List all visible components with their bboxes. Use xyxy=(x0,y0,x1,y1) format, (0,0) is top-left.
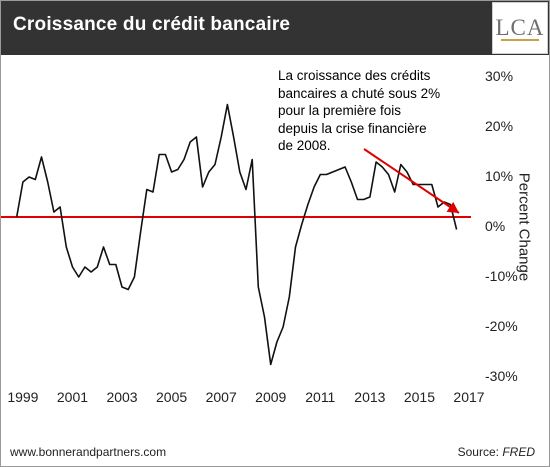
header-bar: Croissance du crédit bancaire LCA xyxy=(1,1,549,55)
chart-title: Croissance du crédit bancaire xyxy=(13,14,291,35)
chart-annotation: La croissance des crédits bancaires a ch… xyxy=(278,67,478,155)
annotation-arrowhead xyxy=(446,201,459,213)
annotation-line: pour la première fois xyxy=(278,103,402,118)
x-tick-label: 2011 xyxy=(305,389,336,405)
y-tick-label: 10% xyxy=(485,168,514,184)
x-tick-label: 2003 xyxy=(106,389,138,405)
source-name: FRED xyxy=(502,445,535,459)
y-tick-label: -20% xyxy=(485,318,518,334)
logo-text: LCA xyxy=(495,15,545,40)
y-tick-label: -30% xyxy=(485,368,518,384)
y-tick-label: 30% xyxy=(485,68,514,84)
x-tick-label: 2013 xyxy=(354,389,386,405)
brand-logo: LCA xyxy=(492,2,548,54)
y-tick-label: 20% xyxy=(485,118,514,134)
logo-underline xyxy=(501,39,539,41)
y-tick-label: -10% xyxy=(485,268,518,284)
source-label: Source: xyxy=(457,445,503,459)
series-line-0 xyxy=(15,103,458,366)
x-tick-label: 2015 xyxy=(403,389,435,405)
x-tick-label: 1999 xyxy=(7,389,39,405)
site-url[interactable]: www.bonnerandpartners.com xyxy=(10,445,167,459)
annotation-line: de 2008. xyxy=(278,138,331,153)
source-credit: Source: FRED xyxy=(458,445,535,459)
annotation-line: La croissance des crédits xyxy=(278,68,431,83)
x-tick-label: 2001 xyxy=(56,389,89,405)
annotation-arrow xyxy=(363,148,460,214)
y-axis-label: Percent Change xyxy=(515,172,533,282)
x-tick-label: 2009 xyxy=(255,389,287,405)
x-tick-label: 2017 xyxy=(453,389,485,405)
y-tick-label: 0% xyxy=(485,218,506,234)
x-tick-label: 2005 xyxy=(156,389,188,405)
annotation-line: bancaires a chuté sous 2% xyxy=(278,85,441,101)
annotation-line: depuis la crise financière xyxy=(278,120,427,136)
line-chart xyxy=(1,103,471,366)
x-tick-label: 2007 xyxy=(205,389,237,405)
